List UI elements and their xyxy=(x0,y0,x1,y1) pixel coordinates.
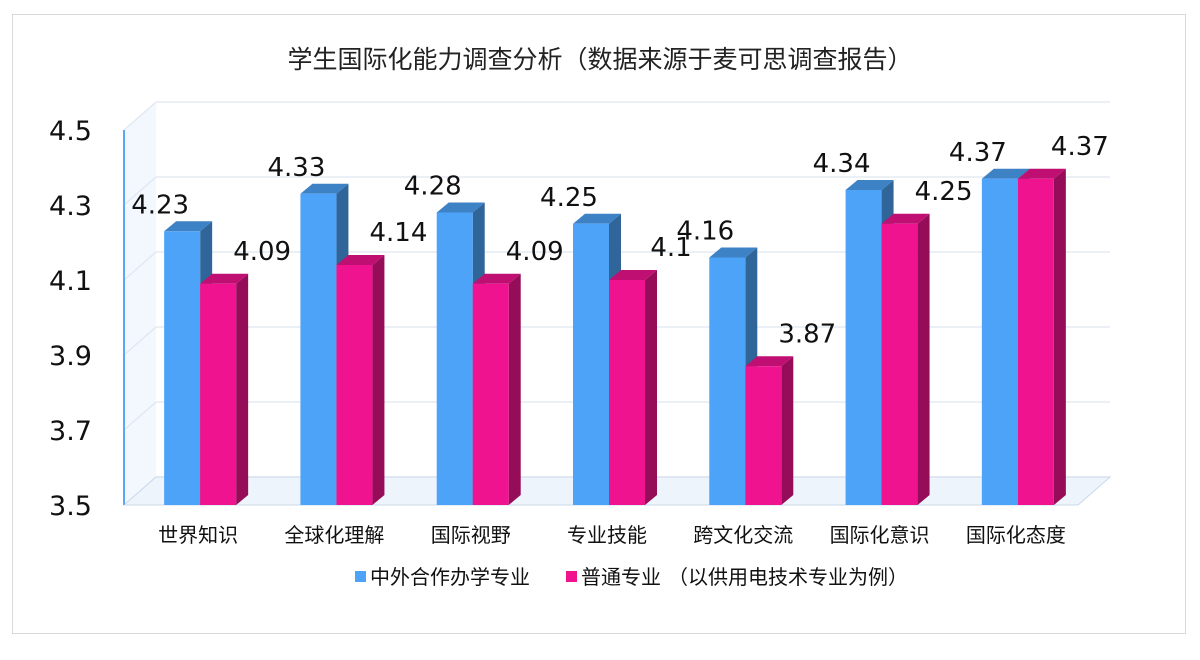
gridline-wall xyxy=(123,401,157,431)
value-label-ordinary-6: 4.37 xyxy=(1051,132,1109,162)
bar-top xyxy=(200,273,249,284)
bar-side xyxy=(917,213,930,505)
bar-ordinary-1 xyxy=(336,255,385,505)
y-tick-label: 4.5 xyxy=(49,116,92,147)
bar-front xyxy=(881,223,918,505)
bar-front xyxy=(164,231,201,505)
x-axis-categories: 世界知识 全球化理解 国际视野 专业技能 跨文化交流 国际化意识 国际化态度 xyxy=(158,523,1066,547)
value-label-cooperative-1: 4.33 xyxy=(267,153,325,183)
bar-ordinary-0 xyxy=(200,273,249,505)
bar-ordinary-2 xyxy=(472,273,521,505)
x-category-label: 专业技能 xyxy=(567,523,647,547)
value-label-cooperative-4: 4.16 xyxy=(676,217,734,247)
bar-front xyxy=(472,283,509,505)
x-category-label: 国际视野 xyxy=(431,523,511,547)
y-tick-label: 4.1 xyxy=(49,266,92,297)
y-tick-label: 3.9 xyxy=(49,341,92,372)
value-label-ordinary-5: 4.25 xyxy=(915,177,973,207)
y-tick-label: 3.7 xyxy=(49,416,92,447)
bar-side xyxy=(372,255,385,505)
gridline-wall xyxy=(123,251,157,281)
x-category-label: 国际化意识 xyxy=(830,523,930,547)
bar-ordinary-4 xyxy=(745,356,794,505)
bar-top xyxy=(709,247,758,258)
value-label-cooperative-5: 4.34 xyxy=(813,149,871,179)
y-tick-label: 4.3 xyxy=(49,191,92,222)
bar-front xyxy=(981,178,1018,505)
value-label-ordinary-1: 4.14 xyxy=(369,218,427,248)
bar-top xyxy=(845,180,894,190)
bar-front xyxy=(609,280,645,505)
bar-top xyxy=(1017,168,1066,179)
value-labels: 4.23 4.09 4.33 4.14 4.28 4.09 4.25 4.14.16 3.87 4… xyxy=(131,132,1109,350)
value-label-ordinary-2: 4.09 xyxy=(506,237,564,267)
bar-top xyxy=(609,270,657,280)
plot-left-wall xyxy=(124,102,156,505)
bar-ordinary-3 xyxy=(609,270,657,505)
value-label-ordinary-3: 4.1 xyxy=(650,233,691,263)
bar-top xyxy=(336,255,385,265)
bar-top xyxy=(436,202,485,213)
bar-side xyxy=(781,356,794,505)
bar-front xyxy=(200,283,237,505)
bar-side xyxy=(236,273,249,505)
bar-front xyxy=(336,265,373,505)
value-label-ordinary-4: 3.87 xyxy=(778,319,836,349)
bar-top xyxy=(981,168,1030,179)
bar-front xyxy=(745,366,782,505)
x-category-label: 国际化态度 xyxy=(966,523,1066,547)
legend-label-ordinary: 普通专业 xyxy=(581,565,661,589)
bar-top xyxy=(881,213,930,224)
value-label-ordinary-0: 4.09 xyxy=(233,237,291,267)
bar-side xyxy=(1053,168,1066,505)
bar-front xyxy=(1017,178,1054,505)
bar-front xyxy=(573,223,609,505)
legend-swatch-cooperative xyxy=(355,571,366,582)
bar-front xyxy=(709,257,746,505)
bar-top xyxy=(300,183,349,194)
x-category-label: 跨文化交流 xyxy=(693,523,793,547)
gridline-wall xyxy=(123,176,157,206)
bar-front xyxy=(436,212,473,505)
bar-top xyxy=(573,213,621,224)
bar-ordinary-6 xyxy=(1017,168,1066,505)
y-tick-label: 3.5 xyxy=(49,491,92,522)
bar-top xyxy=(745,356,794,367)
value-label-cooperative-3: 4.25 xyxy=(540,183,598,213)
legend-label-cooperative: 中外合作办学专业 xyxy=(370,565,530,589)
legend: 中外合作办学专业 普通专业 （以供用电技术专业为例） xyxy=(355,565,908,589)
bar-side xyxy=(645,270,657,505)
gridline-wall xyxy=(123,101,157,131)
gridline-wall xyxy=(123,326,157,356)
bars xyxy=(164,168,1066,505)
x-category-label: 全球化理解 xyxy=(284,523,384,547)
bar-top xyxy=(472,273,521,284)
bar-front xyxy=(300,193,337,505)
y-axis-ticks: 3.5 3.7 3.9 4.1 4.3 4.5 xyxy=(49,116,92,522)
chart-title: 学生国际化能力调查分析（数据来源于麦可思调查报告） xyxy=(287,45,912,74)
legend-note: （以供用电技术专业为例） xyxy=(668,565,908,589)
bar-front xyxy=(845,190,882,505)
value-label-cooperative-0: 4.23 xyxy=(131,190,189,220)
legend-swatch-ordinary xyxy=(566,571,577,582)
value-label-cooperative-2: 4.28 xyxy=(404,172,462,202)
x-category-label: 世界知识 xyxy=(158,523,238,547)
bar-top xyxy=(164,221,213,232)
bar-ordinary-5 xyxy=(881,213,930,505)
value-label-cooperative-6: 4.37 xyxy=(949,138,1007,168)
bar-side xyxy=(508,273,521,505)
